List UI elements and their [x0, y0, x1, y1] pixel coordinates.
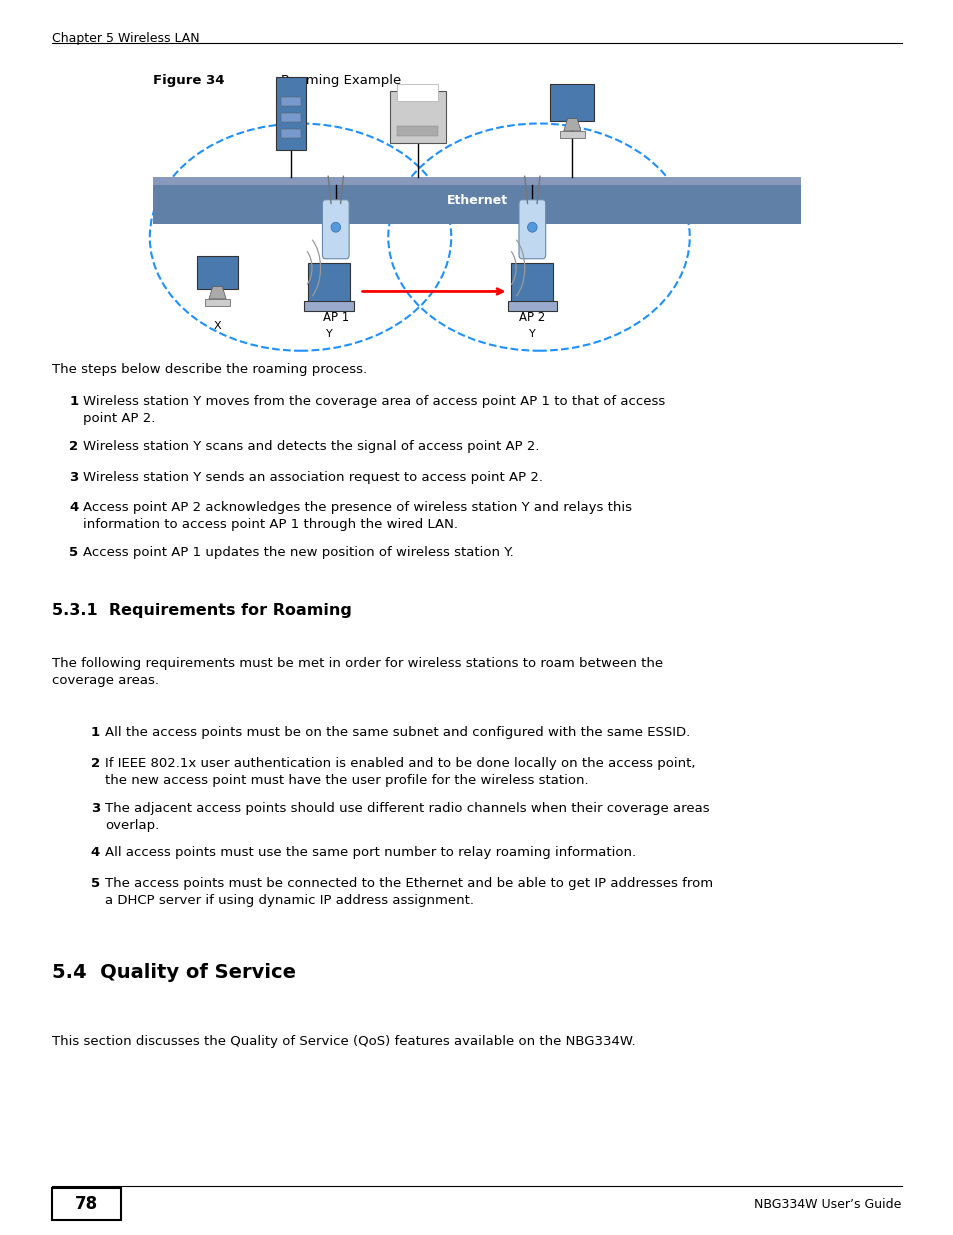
FancyBboxPatch shape	[308, 263, 350, 303]
Ellipse shape	[331, 222, 340, 232]
Text: All access points must use the same port number to relay roaming information.: All access points must use the same port…	[105, 846, 636, 860]
Text: The following requirements must be met in order for wireless stations to roam be: The following requirements must be met i…	[52, 657, 663, 687]
Ellipse shape	[527, 222, 537, 232]
FancyBboxPatch shape	[275, 77, 306, 151]
Text: NBG334W User’s Guide: NBG334W User’s Guide	[754, 1198, 901, 1210]
FancyBboxPatch shape	[304, 301, 354, 311]
Text: Wireless station Y sends an association request to access point AP 2.: Wireless station Y sends an association …	[83, 471, 542, 484]
Text: 78: 78	[75, 1195, 98, 1213]
Text: 3: 3	[69, 471, 78, 484]
Text: 4: 4	[91, 846, 100, 860]
Text: Ethernet: Ethernet	[446, 194, 507, 206]
Text: 2: 2	[69, 440, 78, 453]
Text: 1: 1	[69, 395, 78, 409]
FancyBboxPatch shape	[559, 131, 584, 138]
FancyBboxPatch shape	[507, 301, 557, 311]
Text: Chapter 5 Wireless LAN: Chapter 5 Wireless LAN	[52, 32, 200, 46]
Text: Roaming Example: Roaming Example	[281, 74, 401, 88]
FancyBboxPatch shape	[518, 200, 545, 258]
Text: 3: 3	[91, 802, 100, 815]
Text: 4: 4	[69, 501, 78, 515]
Text: This section discusses the Quality of Service (QoS) features available on the NB: This section discusses the Quality of Se…	[52, 1035, 636, 1049]
Text: 2: 2	[91, 757, 100, 771]
FancyBboxPatch shape	[152, 177, 801, 224]
FancyBboxPatch shape	[197, 257, 237, 289]
Text: Y: Y	[325, 329, 333, 338]
FancyBboxPatch shape	[322, 200, 349, 258]
Text: 5.4  Quality of Service: 5.4 Quality of Service	[52, 963, 296, 982]
Text: Wireless station Y scans and detects the signal of access point AP 2.: Wireless station Y scans and detects the…	[83, 440, 539, 453]
Text: If IEEE 802.1x user authentication is enabled and to be done locally on the acce: If IEEE 802.1x user authentication is en…	[105, 757, 695, 787]
Text: 5: 5	[69, 546, 78, 559]
FancyBboxPatch shape	[281, 128, 300, 137]
Text: AP 1: AP 1	[322, 311, 349, 325]
FancyBboxPatch shape	[205, 299, 230, 306]
Text: 5: 5	[91, 877, 100, 890]
Text: X: X	[213, 321, 221, 331]
Text: 5.3.1  Requirements for Roaming: 5.3.1 Requirements for Roaming	[52, 603, 352, 618]
Text: Access point AP 1 updates the new position of wireless station Y.: Access point AP 1 updates the new positi…	[83, 546, 514, 559]
FancyBboxPatch shape	[281, 98, 300, 106]
Text: The steps below describe the roaming process.: The steps below describe the roaming pro…	[52, 363, 367, 377]
Text: Y: Y	[528, 329, 536, 338]
FancyBboxPatch shape	[511, 263, 553, 303]
Polygon shape	[209, 287, 226, 299]
FancyBboxPatch shape	[281, 112, 300, 121]
Text: Figure 34: Figure 34	[152, 74, 224, 88]
Text: 1: 1	[91, 726, 100, 740]
Text: Access point AP 2 acknowledges the presence of wireless station Y and relays thi: Access point AP 2 acknowledges the prese…	[83, 501, 631, 531]
Text: The access points must be connected to the Ethernet and be able to get IP addres: The access points must be connected to t…	[105, 877, 712, 906]
FancyBboxPatch shape	[152, 177, 801, 185]
FancyBboxPatch shape	[396, 84, 437, 101]
Text: Wireless station Y moves from the coverage area of access point AP 1 to that of : Wireless station Y moves from the covera…	[83, 395, 664, 425]
FancyBboxPatch shape	[52, 1188, 121, 1220]
Text: AP 2: AP 2	[518, 311, 545, 325]
FancyBboxPatch shape	[389, 91, 445, 143]
Polygon shape	[563, 119, 580, 131]
FancyBboxPatch shape	[396, 126, 437, 136]
Text: The adjacent access points should use different radio channels when their covera: The adjacent access points should use di…	[105, 802, 709, 831]
Text: All the access points must be on the same subnet and configured with the same ES: All the access points must be on the sam…	[105, 726, 689, 740]
FancyBboxPatch shape	[550, 84, 594, 121]
